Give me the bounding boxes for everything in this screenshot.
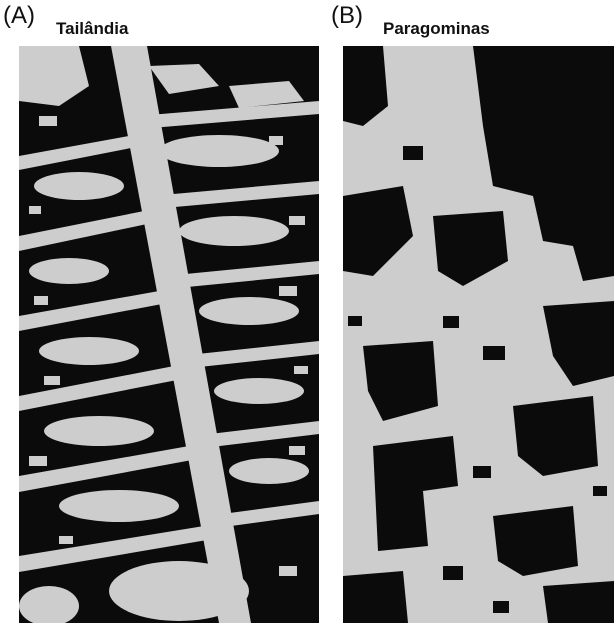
panel-paragominas: (B) Paragominas [330,0,614,623]
blocky-deforestation-map [343,46,614,623]
panel-title: Paragominas [383,19,490,38]
classified-map-paragominas [343,46,614,623]
panel-letter: (A) [3,2,35,29]
fishbone-deforestation-map [19,46,319,623]
cleared-areas [19,46,319,623]
panel-tailandia: (A) Tailândia [3,2,319,623]
panel-title: Tailândia [56,19,129,38]
forest-remnants [343,46,614,623]
panel-letter: (B) [331,2,363,29]
classified-map-tailandia [19,46,319,623]
